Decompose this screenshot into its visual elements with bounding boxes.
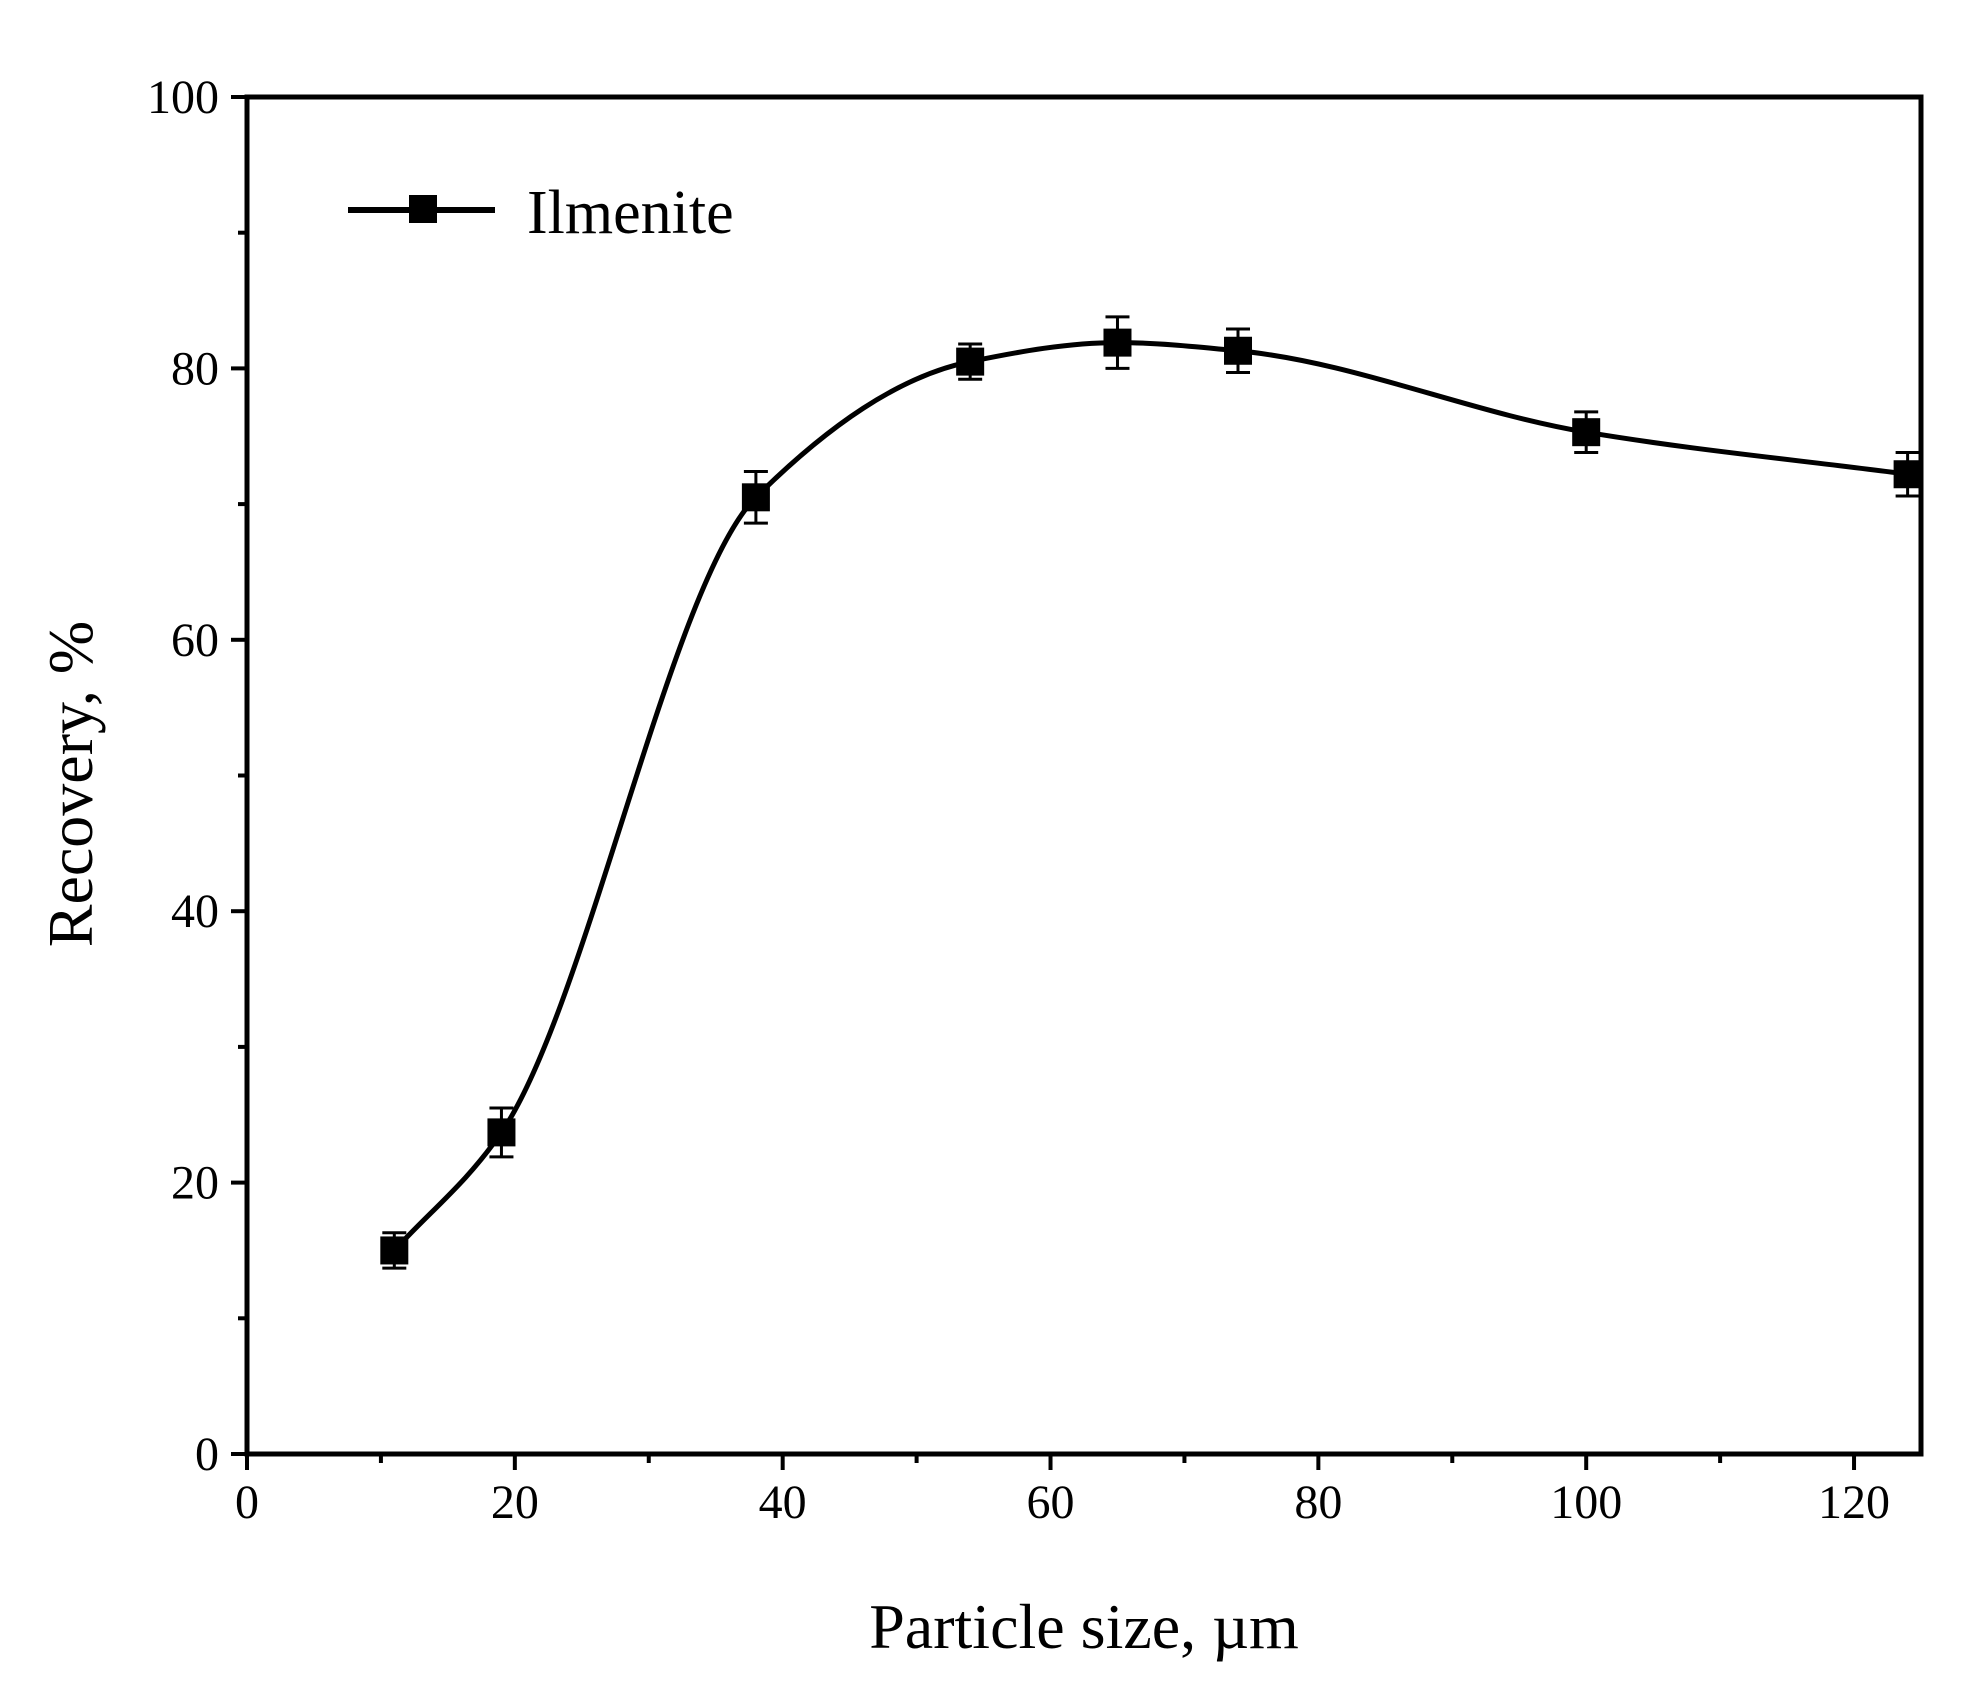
y-tick-label: 100: [147, 71, 219, 124]
data-point: [1224, 336, 1253, 365]
x-tick-label: 60: [1027, 1476, 1075, 1529]
y-axis-title: Recovery, %: [35, 621, 106, 947]
y-tick-label: 40: [171, 885, 219, 938]
x-tick-label: 20: [491, 1476, 539, 1529]
data-point: [1572, 418, 1601, 447]
y-tick-label: 80: [171, 342, 219, 395]
axis-ticks: 0 20 40 60 80 100 120 0 20 40 60 80 100: [147, 71, 1890, 1529]
data-point: [1103, 328, 1132, 357]
y-tick-label: 60: [171, 614, 219, 667]
data-markers: [380, 328, 1922, 1265]
data-point: [956, 347, 985, 376]
y-tick-label: 20: [171, 1157, 219, 1210]
legend-marker-sample: [409, 195, 437, 223]
data-point: [380, 1236, 409, 1265]
legend-label: Ilmenite: [527, 179, 734, 247]
x-tick-label: 40: [759, 1476, 807, 1529]
x-tick-label: 120: [1818, 1476, 1890, 1529]
x-tick-label: 100: [1550, 1476, 1622, 1529]
x-tick-label: 0: [235, 1476, 259, 1529]
legend: Ilmenite: [348, 179, 734, 247]
data-point: [487, 1118, 516, 1147]
data-point: [741, 483, 770, 512]
y-tick-label: 0: [195, 1428, 219, 1481]
data-point: [1893, 460, 1922, 489]
x-axis-title: Particle size, µm: [869, 1591, 1299, 1662]
x-tick-label: 80: [1294, 1476, 1342, 1529]
